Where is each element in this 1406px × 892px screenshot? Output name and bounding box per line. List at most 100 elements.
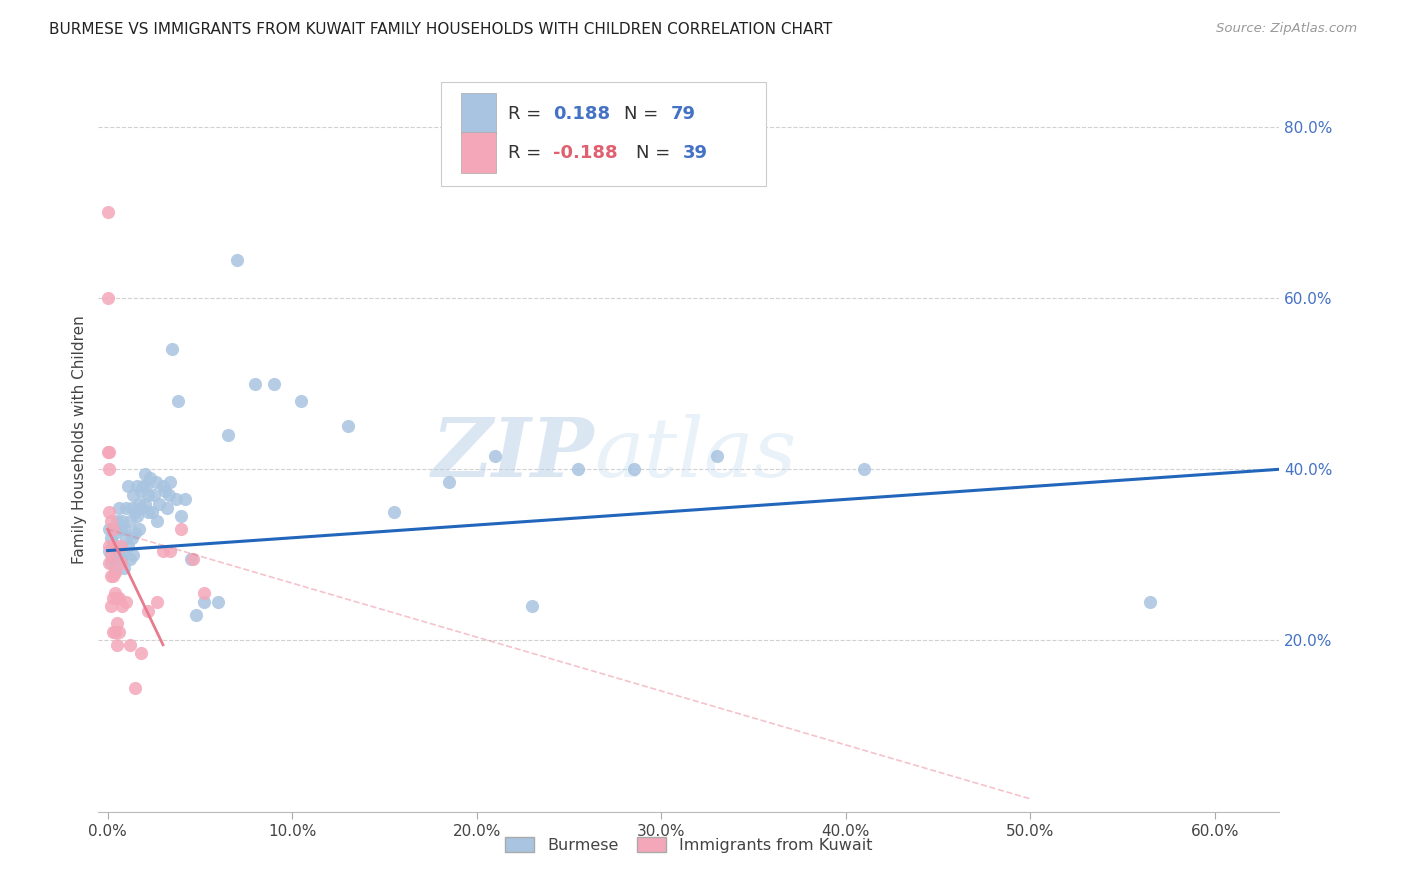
Point [127,479,149,493]
Point [129,483,152,498]
Point [124,505,146,519]
Point [98,522,121,536]
Point [98,539,121,553]
Point [186,607,208,622]
Text: atlas: atlas [595,414,797,494]
Point [152,479,174,493]
Point [100,548,122,562]
Point [115,500,138,515]
Point [166,393,188,408]
Point [207,595,229,609]
Point [117,479,139,493]
Point [112,560,135,574]
Point [128,496,150,510]
Point [180,552,202,566]
Point [567,462,589,476]
Text: 79: 79 [671,105,696,123]
Text: N =: N = [636,144,676,161]
Point [112,522,135,536]
Point [107,624,129,639]
Point [110,522,132,536]
Point [382,505,405,519]
Point [217,428,239,442]
Point [97,445,120,459]
Point [103,522,125,536]
Point [104,586,127,600]
Point [107,548,129,562]
Point [853,462,876,476]
Text: Source: ZipAtlas.com: Source: ZipAtlas.com [1216,22,1357,36]
Point [520,599,543,614]
Point [193,586,215,600]
Point [103,569,125,583]
Point [1139,595,1161,609]
Point [128,522,150,536]
Point [118,552,141,566]
Point [107,500,129,515]
Point [157,488,180,502]
Point [162,343,184,357]
Point [146,595,169,609]
Point [263,376,285,391]
Point [336,419,359,434]
Point [97,291,120,305]
Point [170,522,193,536]
Point [142,488,165,502]
Point [225,252,247,267]
Point [115,531,138,545]
Point [111,514,134,528]
Point [100,531,122,545]
Point [156,500,179,515]
Point [98,543,121,558]
Point [105,591,128,605]
Text: BURMESE VS IMMIGRANTS FROM KUWAIT FAMILY HOUSEHOLDS WITH CHILDREN CORRELATION CH: BURMESE VS IMMIGRANTS FROM KUWAIT FAMILY… [49,22,832,37]
Point [165,492,187,507]
Text: R =: R = [508,105,547,123]
Point [105,638,128,652]
Point [135,479,157,493]
Point [290,393,312,408]
Point [121,531,143,545]
Point [98,505,121,519]
Point [181,552,204,566]
Point [129,500,152,515]
Point [105,616,128,631]
Point [97,205,120,219]
Text: 0.188: 0.188 [553,105,610,123]
Point [148,496,170,510]
Point [437,475,460,489]
Point [129,646,152,660]
Point [110,552,132,566]
Point [104,526,127,541]
Point [115,595,138,609]
Point [117,539,139,553]
Point [118,638,141,652]
Point [127,509,149,524]
Point [98,462,121,476]
Point [136,603,159,617]
Point [104,565,127,579]
Point [100,599,122,614]
Point [122,488,145,502]
Point [103,539,125,553]
Text: N =: N = [624,105,664,123]
Point [193,595,215,609]
Point [118,514,141,528]
FancyBboxPatch shape [461,94,496,135]
Point [136,505,159,519]
Point [146,514,169,528]
Point [245,376,267,391]
Point [174,492,197,507]
Point [139,471,162,485]
Point [100,557,122,571]
Point [159,543,181,558]
Point [103,552,125,566]
Point [134,467,156,481]
Point [103,539,125,553]
Text: R =: R = [508,144,547,161]
FancyBboxPatch shape [441,82,766,186]
Point [111,543,134,558]
Point [100,514,122,528]
Point [110,557,132,571]
Point [152,543,174,558]
